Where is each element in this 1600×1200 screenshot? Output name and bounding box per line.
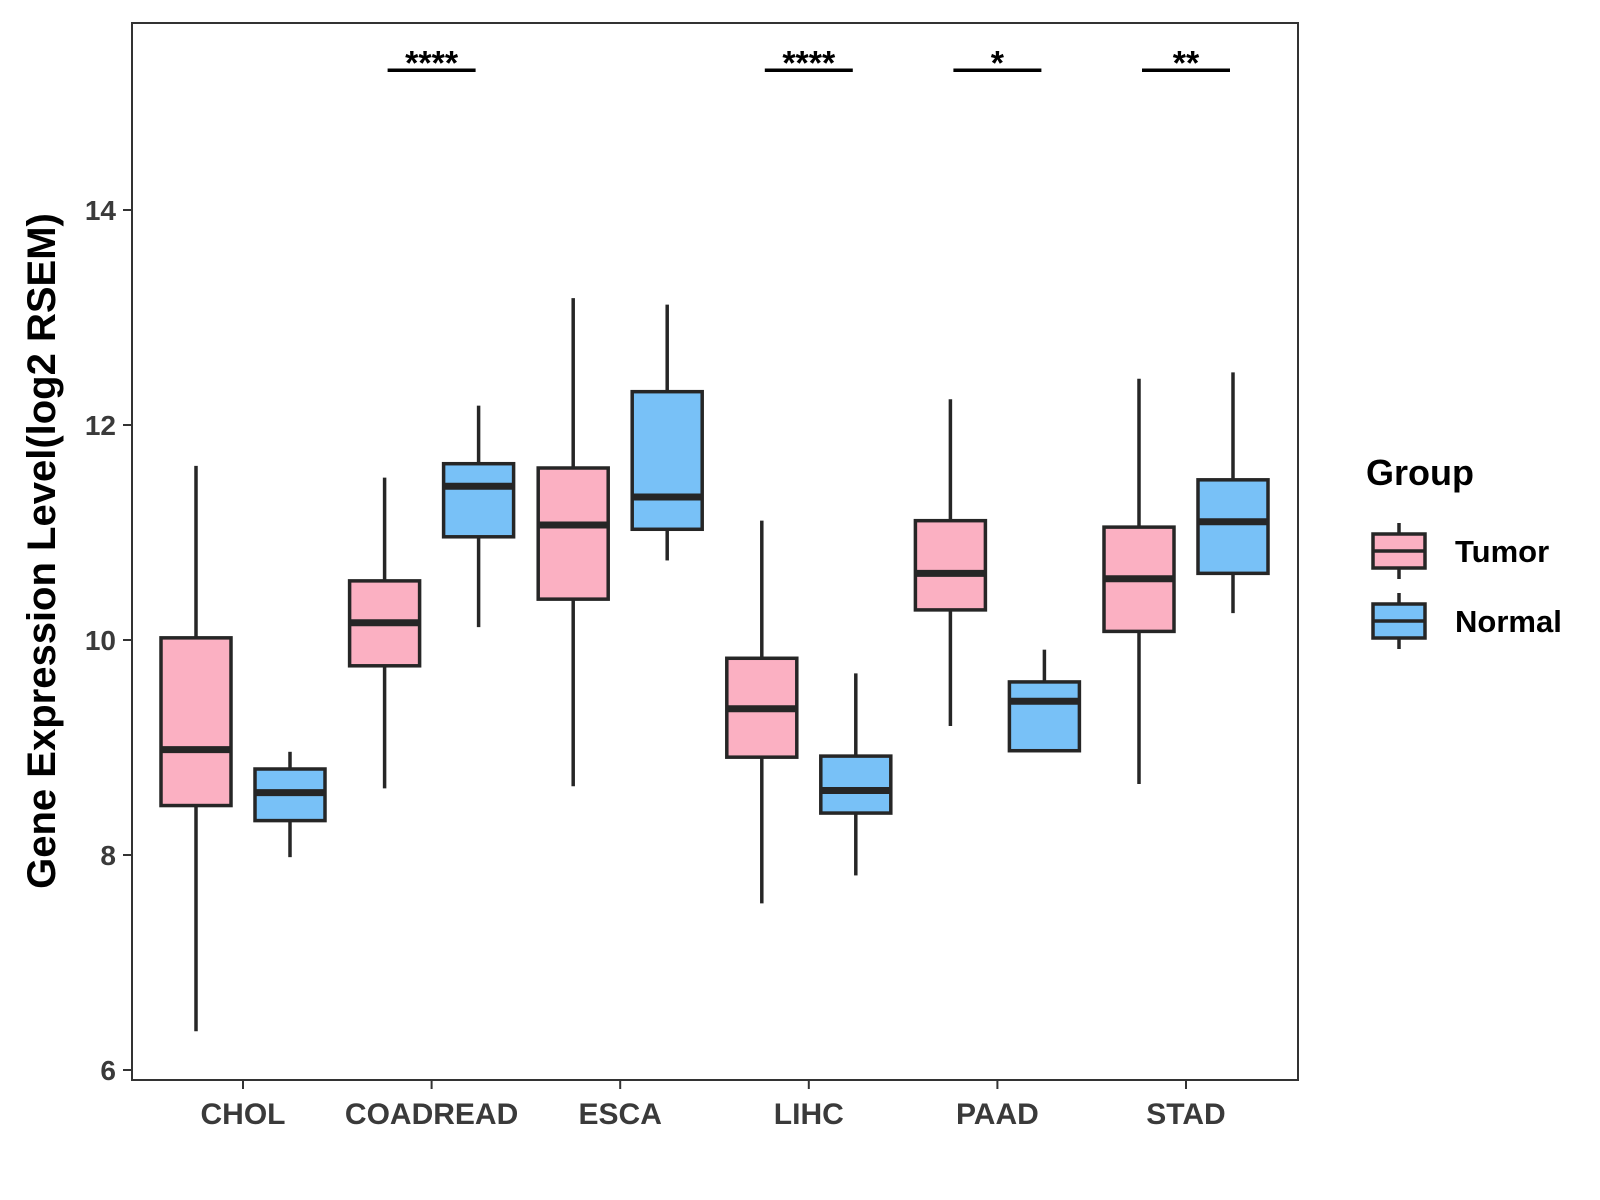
y-tick-label: 8 <box>100 840 116 871</box>
significance-label: * <box>991 44 1005 82</box>
x-tick-label: LIHC <box>774 1098 844 1131</box>
x-tick-label: PAAD <box>956 1098 1039 1131</box>
legend-key-tumor <box>1371 523 1427 579</box>
box-tumor-esca <box>536 298 610 787</box>
box-body <box>819 754 893 815</box>
legend-key-normal <box>1371 593 1427 649</box>
x-tick-label: STAD <box>1146 1098 1225 1131</box>
box-normal-lihc <box>819 673 893 876</box>
x-tick-label: ESCA <box>579 1098 662 1131</box>
box-tumor-coadread <box>347 477 422 789</box>
box-body <box>441 461 516 539</box>
box-normal-esca <box>630 304 704 561</box>
box-normal-paad <box>1007 649 1082 753</box>
box-tumor-chol <box>159 465 233 1032</box>
box-body <box>159 636 233 808</box>
significance-label: ** <box>1173 44 1200 82</box>
box-body <box>1196 478 1270 576</box>
y-tick-label: 14 <box>85 195 117 226</box>
box-tumor-lihc <box>725 520 799 904</box>
y-tick-label: 6 <box>100 1055 116 1086</box>
box-body <box>913 518 988 612</box>
significance-label: **** <box>782 44 836 82</box>
x-tick-label: CHOL <box>201 1098 286 1131</box>
legend: Group Tumor Normal <box>1366 452 1562 649</box>
box-tumor-paad <box>913 399 988 726</box>
x-tick-label: COADREAD <box>345 1098 518 1131</box>
box-body <box>1007 680 1082 753</box>
box-tumor-stad <box>1102 378 1176 785</box>
plot-panel <box>131 22 1299 1081</box>
legend-label-normal: Normal <box>1455 604 1562 639</box>
y-tick-label: 10 <box>85 625 116 656</box>
significance-label: **** <box>405 44 459 82</box>
legend-title: Group <box>1366 452 1474 493</box>
box-normal-stad <box>1196 372 1270 614</box>
box-body <box>630 389 704 532</box>
legend-label-tumor: Tumor <box>1455 534 1549 569</box>
box-normal-chol <box>253 751 327 858</box>
box-body <box>536 466 610 601</box>
box-normal-coadread <box>441 405 516 628</box>
y-tick-label: 12 <box>85 410 116 441</box>
y-axis-title: Gene Expression Level(log2 RSEM) <box>20 213 64 889</box>
